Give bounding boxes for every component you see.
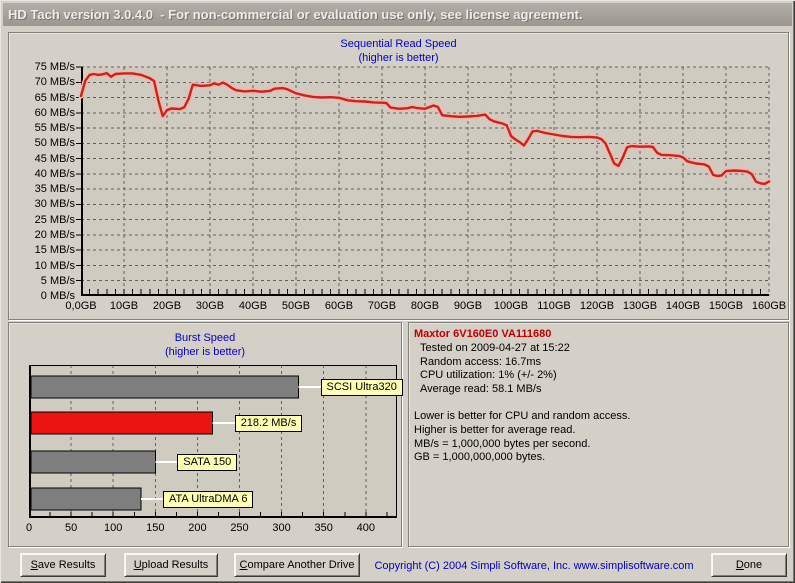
sequential-read-panel: Sequential Read Speed (higher is better)…: [8, 32, 789, 320]
y-tick-label: 65 MB/s: [34, 91, 75, 104]
burst-chart-title: Burst Speed (higher is better): [9, 331, 401, 359]
save-results-button[interactable]: Save Results: [20, 553, 106, 577]
x-tick-label: 140GB: [665, 300, 701, 312]
done-button[interactable]: Done: [711, 553, 787, 577]
y-tick-label: 5 MB/s: [40, 274, 75, 287]
random-access: Random access: 16.7ms: [420, 355, 542, 368]
y-tick-label: 10 MB/s: [34, 259, 75, 272]
y-tick-label: 55 MB/s: [34, 122, 75, 135]
burst-bar: [30, 375, 299, 399]
y-tick-label: 30 MB/s: [34, 198, 75, 211]
y-tick-label: 35 MB/s: [34, 183, 75, 196]
burst-x-tick-label: 150: [146, 522, 165, 534]
y-tick-label: 60 MB/s: [34, 106, 75, 119]
y-tick-label: 50 MB/s: [34, 137, 75, 150]
burst-bar: [30, 487, 142, 511]
burst-x-tick-label: 300: [272, 522, 291, 534]
x-tick-label: 20GB: [152, 300, 182, 312]
drive-name: Maxtor 6V160E0 VA111680: [414, 328, 552, 340]
copyright-text: Copyright (C) 2004 Simpli Software, Inc.…: [374, 560, 694, 572]
burst-x-tick-label: 200: [188, 522, 207, 534]
cpu-utilization: CPU utilization: 1% (+/- 2%): [420, 369, 557, 382]
y-tick-label: 75 MB/s: [34, 61, 75, 73]
x-tick-label: 10GB: [109, 300, 139, 312]
read-speed-line: [79, 71, 771, 186]
x-tick-label: 100GB: [493, 300, 529, 312]
burst-x-tick-label: 400: [356, 522, 375, 534]
sequential-chart-subtitle: (higher is better): [358, 52, 439, 64]
upload-results-button[interactable]: Upload Results: [124, 553, 218, 577]
y-tick-label: 45 MB/s: [34, 152, 75, 165]
y-tick-label: 20 MB/s: [34, 228, 75, 241]
burst-bar-label: 218.2 MB/s: [234, 415, 303, 432]
drive-info-panel: Maxtor 6V160E0 VA111680 Tested on 2009-0…: [408, 322, 789, 547]
x-tick-label: 160GB: [751, 300, 787, 312]
burst-bar-label: SATA 150: [177, 454, 238, 471]
burst-bar: [30, 450, 156, 474]
note-higher-is-better: Higher is better for average read.: [414, 423, 576, 436]
burst-bar-label: SCSI Ultra320: [320, 379, 403, 396]
x-tick-label: 110GB: [537, 300, 571, 312]
x-tick-label: 50GB: [281, 300, 311, 312]
x-tick-label: 80GB: [410, 300, 440, 312]
title-bar: HD Tach version 3.0.4.0 - For non-commer…: [3, 3, 792, 26]
note-lower-is-better: Lower is better for CPU and random acces…: [414, 409, 631, 422]
tested-on: Tested on 2009-04-27 at 15:22: [420, 341, 570, 354]
burst-x-tick-label: 50: [64, 522, 78, 534]
x-tick-label: 150GB: [708, 300, 744, 312]
sequential-read-plot: [76, 66, 772, 296]
burst-x-tick-label: 350: [314, 522, 333, 534]
burst-chart-subtitle: (higher is better): [164, 346, 246, 358]
compare-another-drive-button[interactable]: Compare Another Drive: [234, 553, 360, 577]
x-tick-label: 0,0GB: [65, 300, 97, 312]
burst-x-tick-label: 0: [25, 522, 33, 534]
burst-x-tick-label: 100: [104, 522, 123, 534]
burst-x-tick-label: 250: [230, 522, 249, 534]
x-tick-label: 70GB: [367, 300, 397, 312]
x-tick-label: 30GB: [195, 300, 225, 312]
note-gb-definition: GB = 1,000,000,000 bytes.: [414, 451, 546, 464]
x-tick-label: 120GB: [579, 300, 615, 312]
y-tick-label: 0 MB/s: [40, 290, 75, 302]
sequential-chart-title: Sequential Read Speed (higher is better): [9, 37, 788, 65]
y-tick-label: 25 MB/s: [34, 213, 75, 226]
average-read: Average read: 58.1 MB/s: [420, 383, 542, 396]
burst-speed-panel: Burst Speed (higher is better) 0 50 100 150…: [8, 322, 403, 547]
burst-chart-title-text: Burst Speed: [174, 332, 236, 344]
burst-bar-label: ATA UltraDMA 6: [163, 491, 254, 508]
y-tick-label: 40 MB/s: [34, 167, 75, 180]
x-tick-label: 90GB: [453, 300, 483, 312]
y-tick-label: 15 MB/s: [34, 244, 75, 257]
burst-bar: [30, 411, 214, 435]
note-mbs-definition: MB/s = 1,000,000 bytes per second.: [414, 437, 591, 450]
x-tick-label: 40GB: [238, 300, 268, 312]
window-title: HD Tach version 3.0.4.0 - For non-commer…: [8, 7, 583, 22]
x-tick-label: 130GB: [622, 300, 658, 312]
sequential-chart-title-text: Sequential Read Speed: [340, 38, 457, 50]
x-tick-label: 60GB: [324, 300, 354, 312]
y-tick-label: 70 MB/s: [34, 76, 75, 89]
